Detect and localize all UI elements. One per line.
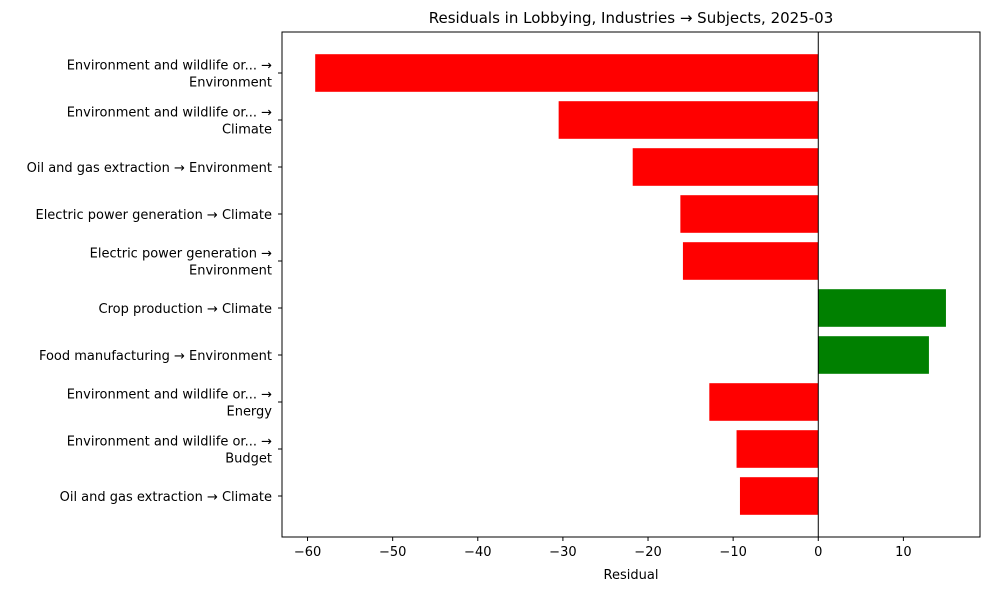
bar — [818, 336, 929, 374]
plot-frame — [281, 31, 981, 538]
y-tick-label: Oil and gas extraction → Climate — [60, 490, 272, 505]
x-tick-label: 0 — [814, 545, 822, 560]
y-tick-label: Budget — [225, 452, 272, 467]
y-tick-label: Environment — [189, 76, 272, 91]
y-axis: Environment and wildlife or... → Environm… — [27, 59, 282, 505]
y-tick-label: Electric power generation → Climate — [35, 208, 272, 223]
x-tick-label: −20 — [634, 545, 661, 560]
x-axis: −60 −50 −40 −30 −20 −10 0 10 — [294, 537, 912, 560]
bar — [558, 101, 819, 139]
bar — [680, 195, 819, 233]
y-tick-label: Energy — [226, 405, 272, 420]
x-tick-label: −60 — [294, 545, 321, 560]
y-tick-label: Crop production → Climate — [99, 302, 272, 317]
x-tick-label: −10 — [719, 545, 746, 560]
bar — [818, 289, 946, 327]
x-tick-label: −30 — [549, 545, 576, 560]
x-tick-label: −50 — [379, 545, 406, 560]
y-tick-label: Environment and wildlife or... → — [67, 435, 272, 450]
x-tick-label: 10 — [895, 545, 912, 560]
chart-title: Residuals in Lobbying, Industries → Subj… — [429, 9, 834, 27]
bar — [632, 148, 819, 186]
bar — [315, 54, 819, 92]
x-tick-label: −40 — [464, 545, 491, 560]
y-tick-label: Environment and wildlife or... → — [67, 59, 272, 74]
y-tick-label: Environment — [189, 264, 272, 279]
y-tick-label: Environment and wildlife or... → — [67, 388, 272, 403]
y-tick-label: Environment and wildlife or... → — [67, 106, 272, 121]
bar — [682, 242, 819, 280]
y-tick-label: Food manufacturing → Environment — [39, 349, 272, 364]
y-tick-label: Climate — [222, 123, 272, 138]
bar — [709, 383, 819, 421]
y-tick-label: Oil and gas extraction → Environment — [27, 161, 272, 176]
bar — [739, 477, 819, 515]
bar — [736, 430, 819, 468]
y-tick-label: Electric power generation → — [90, 247, 272, 262]
x-axis-label: Residual — [604, 568, 659, 583]
bars-layer — [315, 54, 946, 515]
